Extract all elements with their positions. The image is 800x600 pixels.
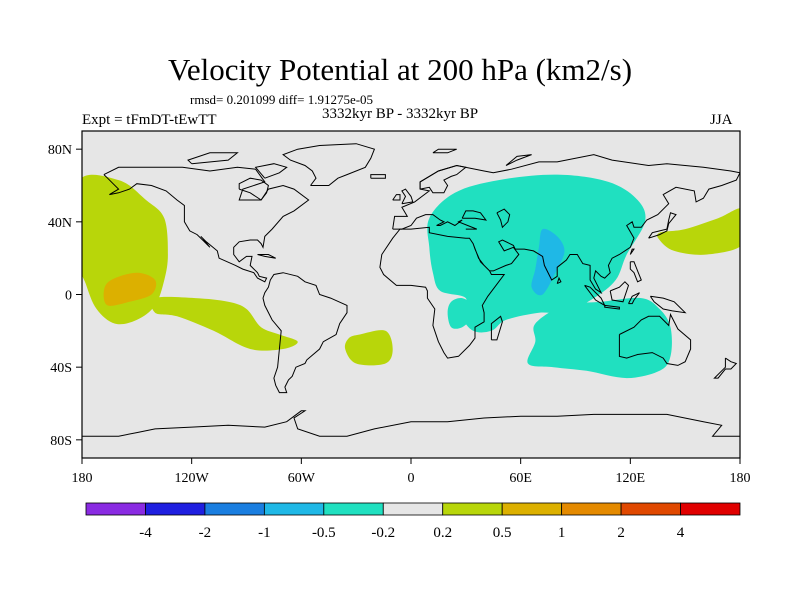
coastline-madagascar xyxy=(490,315,503,341)
colorbar-label: 2 xyxy=(617,525,625,541)
coastline-iceland xyxy=(370,174,386,179)
lat-tick-label: 0 xyxy=(65,289,72,304)
coastline-europe-med xyxy=(392,214,477,230)
lon-tick-label: 120E xyxy=(616,471,646,486)
colorbar-label: 1 xyxy=(558,525,566,541)
colorbar-swatch xyxy=(620,502,681,516)
coastline-scandinavia xyxy=(419,164,467,194)
colorbar-label: -4 xyxy=(139,525,152,541)
colorbar-label: -0.5 xyxy=(312,525,336,541)
region-atlantic-positive xyxy=(344,330,393,366)
period-label: 3332kyr BP - 3332kyr BP xyxy=(322,106,479,122)
lat-tick-label: 80S xyxy=(50,434,72,449)
coastline-caspian xyxy=(496,208,511,229)
region-australia-negative xyxy=(527,297,672,379)
coastline-south-america xyxy=(262,272,348,394)
colorbar-swatch xyxy=(442,502,503,516)
region-pacific-core xyxy=(103,272,157,306)
lon-tick-label: 120W xyxy=(175,471,210,486)
chart-title: Velocity Potential at 200 hPa (km2/s) xyxy=(167,52,633,87)
coastline-sumatra xyxy=(584,284,606,307)
coastline-sulawesi xyxy=(628,292,640,305)
coastline-ireland xyxy=(392,194,401,201)
lat-tick-label: 40S xyxy=(50,361,72,376)
colorbar-swatch xyxy=(85,502,146,516)
colorbar-swatch xyxy=(263,502,325,516)
lon-tick-label: 0 xyxy=(408,471,415,486)
lat-tick-label: 80N xyxy=(48,143,72,158)
coastline-new-zealand xyxy=(713,357,738,379)
map-background xyxy=(82,131,740,458)
colorbar-swatch xyxy=(501,502,563,516)
colorbar-label: -2 xyxy=(199,525,212,541)
region-africa-negative-lobe xyxy=(447,297,475,329)
coastline-greenland xyxy=(282,143,376,186)
colorbar-label: -1 xyxy=(258,525,271,541)
colorbar-label: 4 xyxy=(677,525,685,541)
region-west-pacific-positive xyxy=(657,208,740,255)
colorbar-swatch xyxy=(680,502,741,516)
colorbar-swatch xyxy=(382,502,444,516)
colorbar-swatch xyxy=(204,502,265,516)
colorbar-swatch xyxy=(323,502,384,516)
region-india-core xyxy=(531,228,565,296)
coastline-new-guinea xyxy=(649,295,687,314)
lon-tick-label: 60W xyxy=(288,471,316,486)
coastline-java xyxy=(604,304,620,310)
coastline-black-sea xyxy=(461,210,488,221)
season-label: JJA xyxy=(710,112,733,128)
colorbar-swatch xyxy=(561,502,622,516)
coastline-japan xyxy=(648,212,677,239)
coastline-taiwan xyxy=(629,248,635,255)
coastline-uk xyxy=(401,188,414,205)
lon-tick-label: 180 xyxy=(730,471,751,486)
coastline-cuba xyxy=(257,254,276,259)
colorbar-swatch xyxy=(145,502,206,516)
lon-tick-label: 180 xyxy=(72,471,93,486)
coastline-baffin xyxy=(254,163,288,179)
coastline-svalbard xyxy=(432,148,457,154)
stats-label: rmsd= 0.201099 diff= 1.91275e-05 xyxy=(190,92,374,107)
colorbar-label: -0.2 xyxy=(371,525,395,541)
experiment-label: Expt = tFmDT-tEwTT xyxy=(82,112,217,128)
coastline-novaya-zemlya xyxy=(505,154,532,166)
coastline-sri-lanka xyxy=(556,276,562,285)
coastline-borneo xyxy=(609,281,630,303)
coastline-antarctica xyxy=(82,410,740,437)
coastline-philippines xyxy=(629,261,642,283)
colorbar-label: 0.5 xyxy=(493,525,512,541)
coastline-hudson-bay xyxy=(238,177,269,201)
lat-tick-label: 40N xyxy=(48,216,72,231)
coastline-australia xyxy=(618,312,692,366)
coastline-arctic-islands xyxy=(187,152,239,165)
region-pacific-positive-tongue xyxy=(151,296,298,351)
coastline-eurasia-africa xyxy=(379,154,740,359)
lon-tick-label: 60E xyxy=(509,471,532,486)
colorbar-label: 0.2 xyxy=(433,525,452,541)
